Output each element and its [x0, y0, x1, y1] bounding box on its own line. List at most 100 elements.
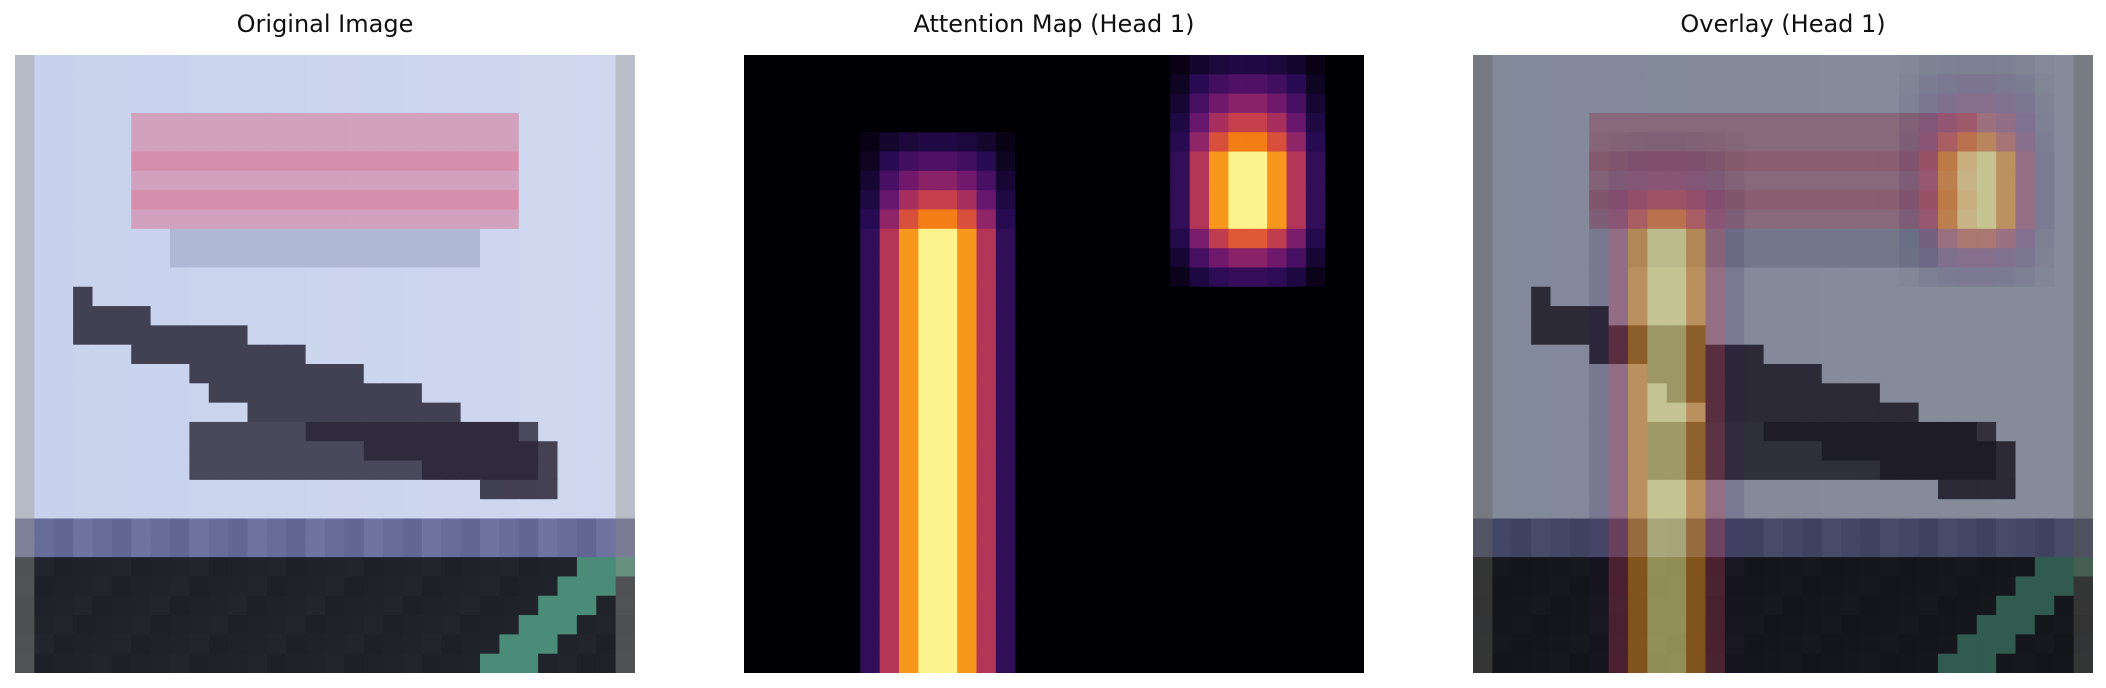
- image-pixel: [92, 653, 113, 673]
- attention-pixel: [1054, 325, 1074, 346]
- overlay-pixel: [1996, 479, 2017, 500]
- image-pixel: [228, 74, 249, 95]
- image-pixel: [480, 209, 500, 230]
- overlay-pixel: [1957, 479, 1978, 500]
- image-pixel: [576, 364, 597, 384]
- attention-pixel: [976, 112, 997, 133]
- overlay-pixel: [1686, 74, 1707, 95]
- image-pixel: [305, 248, 326, 269]
- overlay-pixel: [1666, 286, 1687, 307]
- image-pixel: [460, 286, 481, 307]
- attention-pixel: [879, 93, 900, 114]
- image-pixel: [150, 557, 171, 578]
- overlay-pixel: [1976, 55, 1997, 75]
- image-pixel: [480, 325, 500, 346]
- overlay-pixel: [1473, 190, 1493, 211]
- image-pixel: [538, 441, 559, 462]
- attention-pixel: [1073, 325, 1094, 346]
- overlay-pixel: [1473, 325, 1493, 346]
- overlay-pixel: [1511, 286, 1532, 307]
- overlay-pixel: [1802, 190, 1823, 211]
- attention-pixel: [1112, 499, 1133, 520]
- image-pixel: [538, 576, 559, 597]
- overlay-pixel: [1783, 93, 1803, 114]
- image-pixel: [518, 402, 539, 423]
- image-pixel: [247, 209, 268, 230]
- attention-pixel: [860, 421, 881, 442]
- overlay-pixel: [1569, 615, 1590, 635]
- overlay-pixel: [1763, 209, 1784, 230]
- image-pixel: [596, 653, 617, 673]
- image-pixel: [363, 228, 384, 249]
- attention-pixel: [957, 112, 978, 133]
- attention-pixel: [1092, 364, 1113, 384]
- image-pixel: [305, 364, 326, 384]
- overlay-pixel: [1744, 479, 1765, 500]
- image-pixel: [499, 306, 520, 326]
- image-pixel: [615, 151, 635, 172]
- overlay-pixel: [1550, 557, 1571, 578]
- overlay-pixel: [1860, 595, 1881, 616]
- overlay-pixel: [1821, 55, 1842, 75]
- overlay-pixel: [1783, 595, 1803, 616]
- attention-pixel: [1344, 55, 1364, 75]
- overlay-pixel: [2034, 421, 2055, 442]
- image-pixel: [480, 499, 500, 520]
- image-pixel: [131, 93, 152, 114]
- attention-pixel: [763, 402, 784, 423]
- overlay-pixel: [1821, 248, 1842, 269]
- attention-pixel: [782, 479, 803, 500]
- overlay-pixel: [1841, 190, 1862, 211]
- image-pixel: [131, 132, 152, 153]
- image-pixel: [557, 441, 578, 462]
- attention-pixel: [1189, 190, 1210, 211]
- overlay-pixel: [1744, 364, 1765, 384]
- attention-pixel: [1286, 74, 1307, 95]
- overlay-pixel: [1608, 634, 1629, 655]
- image-pixel: [325, 286, 345, 307]
- image-pixel: [615, 344, 635, 365]
- image-pixel: [344, 74, 365, 95]
- image-pixel: [596, 344, 617, 365]
- attention-pixel: [1092, 499, 1113, 520]
- attention-pixel: [1189, 537, 1210, 558]
- image-pixel: [421, 557, 442, 578]
- overlay-pixel: [1860, 634, 1881, 655]
- attention-pixel: [1325, 557, 1346, 578]
- attention-pixel: [782, 402, 803, 423]
- overlay-pixel: [1783, 537, 1803, 558]
- image-pixel: [73, 286, 94, 307]
- overlay-pixel: [1744, 209, 1765, 230]
- overlay-pixel: [1608, 267, 1629, 288]
- attention-pixel: [1286, 499, 1307, 520]
- image-pixel: [266, 402, 287, 423]
- image-pixel: [383, 615, 404, 635]
- overlay-pixel: [1918, 248, 1939, 269]
- overlay-pixel: [1841, 132, 1862, 153]
- image-pixel: [557, 576, 578, 597]
- overlay-pixel: [1550, 74, 1571, 95]
- overlay-pixel: [1628, 132, 1648, 153]
- image-pixel: [499, 267, 520, 288]
- attention-pixel: [879, 112, 900, 133]
- overlay-pixel: [1492, 209, 1513, 230]
- overlay-pixel: [1802, 499, 1823, 520]
- image-pixel: [441, 383, 462, 404]
- overlay-pixel: [1705, 344, 1726, 365]
- overlay-pixel: [1802, 55, 1823, 75]
- image-pixel: [596, 402, 617, 423]
- attention-pixel: [937, 595, 958, 616]
- attention-pixel: [840, 151, 861, 172]
- overlay-pixel: [1686, 55, 1707, 75]
- image-pixel: [111, 209, 132, 230]
- overlay-pixel: [1473, 306, 1493, 326]
- attention-pixel: [744, 228, 764, 249]
- overlay-pixel: [1511, 55, 1532, 75]
- overlay-pixel: [1550, 421, 1571, 442]
- image-pixel: [228, 364, 249, 384]
- image-pixel: [150, 615, 171, 635]
- attention-pixel: [1112, 267, 1133, 288]
- overlay-pixel: [1821, 653, 1842, 673]
- overlay-pixel: [1996, 248, 2017, 269]
- attention-pixel: [1112, 306, 1133, 326]
